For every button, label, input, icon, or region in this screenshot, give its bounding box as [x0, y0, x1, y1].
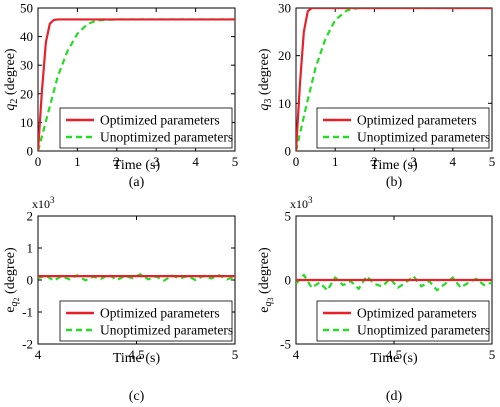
x-axis-title: Time (s)	[113, 158, 161, 173]
x-axis-title: Time (s)	[370, 158, 418, 173]
series-optimized-line	[38, 18, 235, 151]
legend: Optimized parameters Unoptimized paramete…	[59, 300, 233, 342]
y-tick-label: 0	[285, 273, 292, 288]
panel-label: (a)	[129, 175, 145, 190]
y-tick-label: 20	[20, 86, 33, 101]
legend: Optimized parameters Unoptimized paramete…	[316, 107, 490, 149]
y-axis-title: eq3 (degree)	[257, 247, 275, 313]
y-tick-label: 0	[285, 144, 292, 159]
legend-label-unoptimized: Unoptimized parameters	[100, 130, 233, 145]
y-tick-label: 0	[27, 144, 34, 159]
x-tick-label: 4.5	[128, 347, 144, 362]
legend-label-unoptimized: Unoptimized parameters	[100, 323, 233, 338]
y-tick-label: 40	[20, 29, 33, 44]
legend-label-optimized: Optimized parameters	[357, 113, 477, 128]
y-tick-label: -1	[22, 305, 33, 320]
y-tick-label: 20	[278, 48, 291, 63]
panel-1: 0 1 2 3 4 5 0 10 20 30 Optimized parameters Unoptim…	[257, 1, 495, 191]
legend-box	[316, 300, 490, 342]
panel-label: (b)	[386, 175, 403, 190]
x-tick-label: 4	[192, 154, 199, 169]
legend-label-optimized: Optimized parameters	[100, 113, 220, 128]
y-tick-label: 10	[278, 96, 291, 111]
x-tick-label: 2	[371, 154, 378, 169]
legend-label-optimized: Optimized parameters	[100, 306, 220, 321]
x-axis-title: Time (s)	[370, 351, 418, 366]
x-tick-label: 5	[489, 154, 496, 169]
legend-label-unoptimized: Unoptimized parameters	[357, 323, 490, 338]
y-axis-title: eq2 (degree)	[3, 247, 21, 313]
series-optimized-line	[296, 8, 492, 151]
x-tick-label: 3	[153, 154, 160, 169]
panel-label: (d)	[386, 389, 403, 404]
x-axis-title: Time (s)	[113, 351, 161, 366]
y-tick-label: 50	[20, 1, 33, 16]
x-tick-label: 2	[114, 154, 121, 169]
x-tick-label: 5	[232, 347, 239, 362]
legend-label-unoptimized: Unoptimized parameters	[357, 130, 490, 145]
y-tick-label: -2	[22, 337, 33, 352]
x-tick-label: 1	[74, 154, 81, 169]
y-tick-label: 30	[20, 58, 33, 73]
x-tick-label: 4	[450, 154, 457, 169]
x-tick-label: 4	[293, 347, 300, 362]
legend: Optimized parameters Unoptimized paramete…	[316, 300, 490, 342]
y-axis-title: q3 (degree)	[257, 48, 274, 110]
x-tick-label: 5	[489, 347, 496, 362]
y-tick-label: 30	[278, 1, 291, 16]
y-tick-label: 5	[285, 209, 292, 224]
series-unoptimized-line	[296, 273, 492, 292]
legend-box	[59, 107, 233, 149]
y-multiplier: x103	[32, 195, 55, 211]
legend-label-optimized: Optimized parameters	[357, 306, 477, 321]
legend: Optimized parameters Unoptimized paramete…	[59, 107, 233, 149]
y-axis-title: q2 (degree)	[3, 48, 20, 110]
panel-label: (c)	[129, 389, 145, 404]
x-tick-label: 1	[332, 154, 339, 169]
y-tick-label: 10	[20, 115, 33, 130]
x-tick-label: 4	[35, 347, 42, 362]
x-tick-label: 3	[410, 154, 417, 169]
y-multiplier: x103	[290, 195, 313, 211]
y-tick-label: 2	[27, 209, 34, 224]
legend-box	[316, 107, 490, 149]
x-tick-label: 4.5	[386, 347, 402, 362]
x-tick-label: 5	[232, 154, 239, 169]
y-tick-label: -5	[280, 337, 291, 352]
x-tick-label: 0	[293, 154, 300, 169]
y-tick-label: 1	[27, 241, 34, 256]
legend-box	[59, 300, 233, 342]
x-tick-label: 0	[35, 154, 42, 169]
y-tick-label: 0	[27, 273, 34, 288]
